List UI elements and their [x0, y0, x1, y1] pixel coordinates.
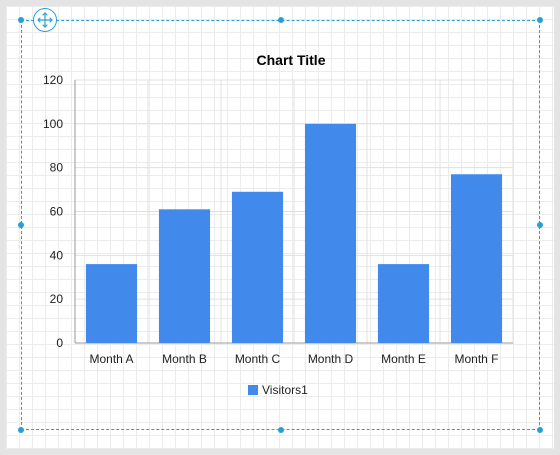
- y-tick-label: 20: [50, 292, 64, 306]
- x-tick-label: Month E: [381, 352, 426, 366]
- y-tick-label: 100: [43, 117, 63, 131]
- bar[interactable]: [451, 174, 502, 343]
- y-tick-label: 40: [50, 248, 64, 262]
- y-tick-label: 80: [50, 161, 64, 175]
- bar[interactable]: [305, 124, 356, 343]
- x-tick-label: Month F: [454, 352, 498, 366]
- y-tick-label: 0: [56, 336, 63, 350]
- x-tick-labels: Month A Month B Month C Month D Month E Month…: [89, 352, 498, 366]
- bar[interactable]: [232, 192, 283, 343]
- bar[interactable]: [378, 264, 429, 343]
- x-tick-label: Month B: [162, 352, 207, 366]
- legend: Visitors1: [248, 382, 308, 398]
- gridlines: [75, 80, 513, 343]
- y-tick-label: 60: [50, 205, 64, 219]
- x-tick-label: Month A: [89, 352, 133, 366]
- legend-label: Visitors1: [262, 383, 308, 397]
- x-tick-label: Month D: [308, 352, 354, 366]
- bar[interactable]: [159, 209, 210, 343]
- legend-swatch: [248, 385, 258, 395]
- x-tick-label: Month C: [235, 352, 281, 366]
- y-tick-label: 120: [43, 73, 63, 87]
- bar[interactable]: [86, 264, 137, 343]
- chart-title: Chart Title: [257, 52, 326, 68]
- y-tick-labels: 0 20 40 60 80 100 120: [43, 73, 63, 350]
